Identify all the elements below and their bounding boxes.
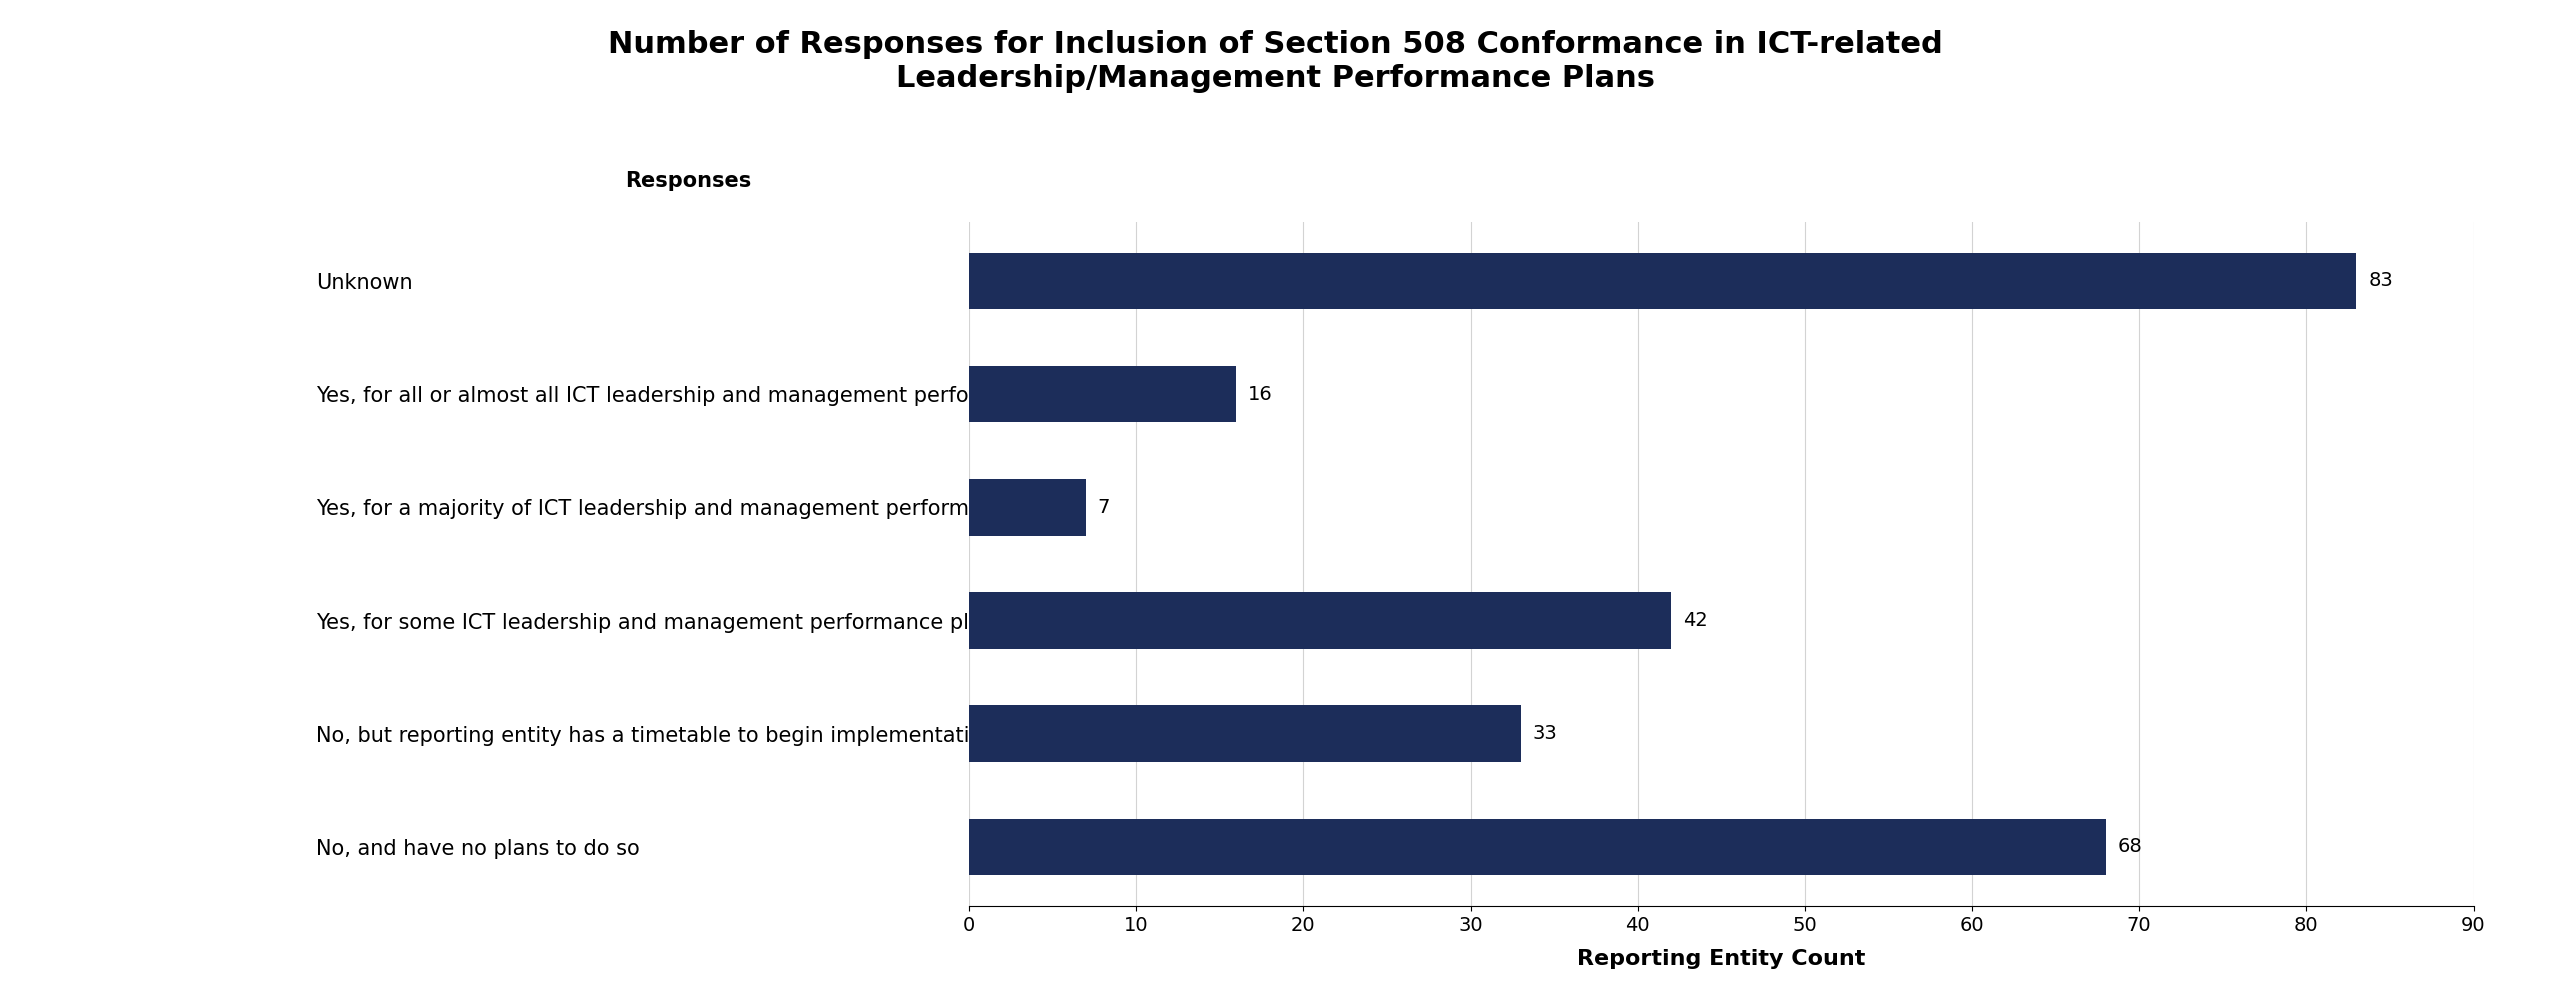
Text: Number of Responses for Inclusion of Section 508 Conformance in ICT-related
Lead: Number of Responses for Inclusion of Sec… (607, 30, 1943, 93)
Text: 68: 68 (2116, 838, 2142, 856)
Bar (969, 479, 1086, 536)
Bar (969, 705, 1520, 762)
Text: 33: 33 (1533, 724, 1558, 743)
Bar (969, 592, 1670, 649)
Bar (969, 366, 1237, 423)
Text: Responses: Responses (625, 171, 752, 191)
Text: 42: 42 (1683, 611, 1708, 630)
X-axis label: Reporting Entity Count: Reporting Entity Count (1576, 949, 1867, 969)
Text: 16: 16 (1247, 385, 1272, 404)
Bar (969, 819, 2106, 875)
Text: 7: 7 (1096, 497, 1109, 517)
Text: 83: 83 (2369, 272, 2392, 290)
Bar (969, 253, 2356, 309)
